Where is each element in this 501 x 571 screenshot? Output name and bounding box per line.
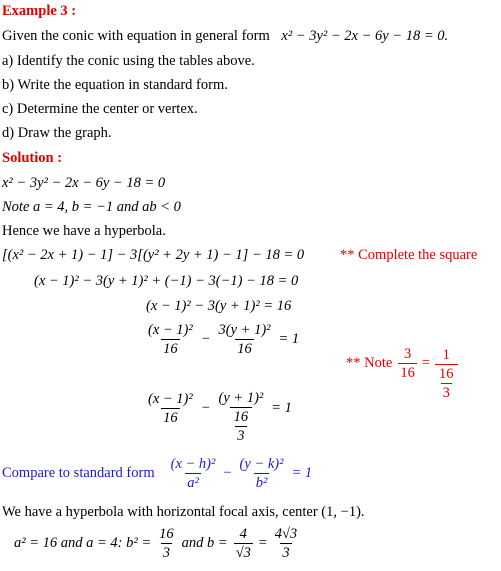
complete-square-note: ** Complete the square bbox=[340, 247, 478, 263]
conclusion: We have a hyperbola with horizontal foca… bbox=[2, 504, 365, 520]
solution-equation: x² − 3y² − 2x − 6y − 18 = 0 bbox=[2, 175, 166, 191]
example-title: Example 3 : bbox=[2, 3, 77, 19]
b-frac: 4 √3 bbox=[233, 526, 253, 561]
step5-frac1: (x − 1)² 16 bbox=[148, 390, 193, 426]
b-rationalized-frac: 4√3 3 bbox=[274, 526, 298, 561]
example-intro: Given the conic with equation in general… bbox=[2, 27, 448, 45]
task-a: a) Identify the conic using the tables a… bbox=[2, 53, 255, 69]
step4-frac1: (x − 1)² 16 bbox=[148, 322, 193, 357]
note-frac-a: 3 16 bbox=[398, 345, 417, 381]
b-squared-frac: 16 3 bbox=[159, 526, 174, 561]
compare-frac2: (y − k)² b² bbox=[239, 456, 284, 491]
hence-hyperbola: Hence we have a hyperbola. bbox=[2, 223, 166, 239]
step4-frac2: 3(y + 1)² 16 bbox=[218, 322, 271, 357]
task-d: d) Draw the graph. bbox=[2, 125, 112, 141]
step-1: [(x² − 2x + 1) − 1] − 3[(y² + 2y + 1) − … bbox=[2, 247, 305, 263]
compare-standard-form: Compare to standard form (x − h)² a² − (… bbox=[2, 456, 313, 491]
step5-frac2: (y + 1)² 16 3 bbox=[218, 390, 264, 444]
note-fraction: ** Note 3 16 = 1 16 3 bbox=[346, 325, 458, 401]
intro-text: Given the conic with equation in general… bbox=[2, 28, 270, 44]
note-ab: Note a = 4, b = −1 and ab < 0 bbox=[2, 199, 181, 215]
step-4: (x − 1)² 16 − 3(y + 1)² 16 = 1 bbox=[148, 322, 300, 357]
task-b: b) Write the equation in standard form. bbox=[2, 77, 228, 93]
step-5: (x − 1)² 16 − (y + 1)² 16 3 = 1 bbox=[148, 390, 292, 444]
note-frac-b: 1 16 3 bbox=[435, 347, 458, 401]
task-c: c) Determine the center or vertex. bbox=[2, 101, 198, 117]
compare-frac1: (x − h)² a² bbox=[170, 456, 216, 491]
step-3: (x − 1)² − 3(y + 1)² = 16 bbox=[146, 298, 292, 314]
step-2: (x − 1)² − 3(y + 1)² + (−1) − 3(−1) − 18… bbox=[34, 273, 299, 289]
solution-title: Solution : bbox=[2, 150, 63, 166]
final-values: a² = 16 and a = 4: b² = 16 3 and b = 4 √… bbox=[14, 526, 298, 561]
general-equation: x² − 3y² − 2x − 6y − 18 = 0. bbox=[281, 28, 449, 44]
